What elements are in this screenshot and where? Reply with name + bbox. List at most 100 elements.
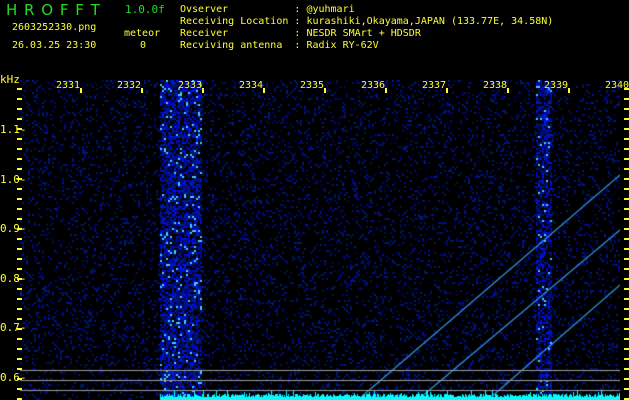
y-minor-tick (17, 218, 22, 220)
x-tick-label: 2338 (483, 80, 508, 91)
y-minor-tick (624, 108, 629, 110)
y-minor-tick (17, 248, 22, 250)
y-minor-tick (624, 318, 629, 320)
y-minor-tick (17, 348, 22, 350)
y-minor-tick (624, 168, 629, 170)
x-tick-label: 2334 (239, 80, 264, 91)
y-minor-tick (17, 278, 22, 280)
y-tick-label: 0.8- (0, 271, 27, 285)
meteor-label: meteor (124, 28, 161, 39)
y-minor-tick (624, 258, 629, 260)
y-minor-tick (17, 148, 22, 150)
y-minor-tick (17, 88, 22, 90)
y-minor-tick (624, 398, 629, 400)
info-row: Recviving antenna : Radix RY-62V (180, 40, 379, 52)
y-minor-tick (17, 338, 22, 340)
y-minor-tick (17, 378, 22, 380)
y-minor-tick (624, 268, 629, 270)
y-tick-label: 1.1- (0, 123, 27, 136)
x-tick-label: 2340 (605, 80, 629, 91)
y-minor-tick (17, 138, 22, 140)
y-tick-label: 1.0- (0, 172, 27, 186)
y-minor-tick (624, 128, 629, 130)
x-tick (446, 88, 448, 93)
info-value: : @yuhmari (294, 4, 355, 15)
y-minor-tick (17, 108, 22, 110)
y-minor-tick (17, 298, 22, 300)
y-minor-tick (17, 388, 22, 390)
y-minor-tick (624, 288, 629, 290)
y-minor-tick (624, 388, 629, 390)
y-tick-label: 0.6- (0, 371, 27, 384)
y-minor-tick (17, 258, 22, 260)
x-tick (141, 88, 143, 93)
x-tick-label: 2331 (56, 80, 81, 91)
y-minor-tick (17, 368, 22, 370)
y-minor-tick (17, 238, 22, 240)
x-tick (507, 88, 509, 93)
y-minor-tick (624, 98, 629, 100)
y-minor-tick (624, 218, 629, 220)
y-minor-tick (624, 138, 629, 140)
x-tick (324, 88, 326, 93)
info-row: Ovserver : @yuhmari (180, 4, 355, 16)
info-row: Receiving Location : kurashiki,Okayama,J… (180, 16, 553, 28)
x-tick-label: 2333 (178, 80, 203, 91)
y-minor-tick (17, 158, 22, 160)
y-minor-tick (624, 378, 629, 380)
y-minor-tick (624, 158, 629, 160)
y-minor-tick (624, 328, 629, 330)
info-label: Recviving antenna (180, 40, 289, 51)
version: 1.0.0f (125, 3, 165, 16)
y-minor-tick (17, 308, 22, 310)
y-minor-tick (17, 318, 22, 320)
y-tick-label: 0.7- (0, 321, 27, 335)
info-value: : NESDR SMArt + HDSDR (294, 28, 421, 39)
app-title: H R O F F T (6, 1, 101, 19)
x-tick (80, 88, 82, 93)
y-minor-tick (17, 98, 22, 100)
filename: 2603252330.png (12, 22, 97, 33)
y-minor-tick (17, 268, 22, 270)
y-minor-tick (17, 288, 22, 290)
y-minor-tick (624, 228, 629, 230)
y-minor-tick (624, 198, 629, 200)
y-minor-tick (17, 198, 22, 200)
y-minor-tick (624, 368, 629, 370)
y-minor-tick (624, 358, 629, 360)
y-minor-tick (17, 178, 22, 180)
y-minor-tick (624, 148, 629, 150)
y-minor-tick (17, 228, 22, 230)
y-tick-label: 0.9- (0, 222, 27, 236)
y-minor-tick (624, 308, 629, 310)
x-tick (568, 88, 570, 93)
info-value: : Radix RY-62V (294, 40, 379, 51)
datetime: 26.03.25 23:30 (12, 40, 97, 51)
y-minor-tick (624, 208, 629, 210)
y-minor-tick (624, 238, 629, 240)
y-minor-tick (17, 118, 22, 120)
y-minor-tick (624, 278, 629, 280)
y-unit: kHz (0, 73, 20, 86)
y-minor-tick (624, 88, 629, 90)
x-tick-label: 2332 (117, 80, 142, 91)
x-tick (263, 88, 265, 93)
meteor-count: 0 (140, 40, 147, 51)
y-minor-tick (17, 328, 22, 330)
y-minor-tick (624, 118, 629, 120)
y-minor-tick (624, 298, 629, 300)
x-tick-label: 2337 (422, 80, 447, 91)
info-label: Receiving Location (180, 16, 289, 27)
y-minor-tick (17, 128, 22, 130)
y-minor-tick (17, 358, 22, 360)
y-minor-tick (624, 348, 629, 350)
x-tick-label: 2335 (300, 80, 325, 91)
info-label: Ovserver (180, 4, 289, 15)
info-value: : kurashiki,Okayama,JAPAN (133.77E, 34.5… (294, 16, 554, 27)
info-row: Receiver : NESDR SMArt + HDSDR (180, 28, 421, 40)
spectrogram (20, 80, 620, 400)
y-minor-tick (624, 248, 629, 250)
x-tick-label: 2336 (361, 80, 386, 91)
info-label: Receiver (180, 28, 289, 39)
y-minor-tick (17, 188, 22, 190)
